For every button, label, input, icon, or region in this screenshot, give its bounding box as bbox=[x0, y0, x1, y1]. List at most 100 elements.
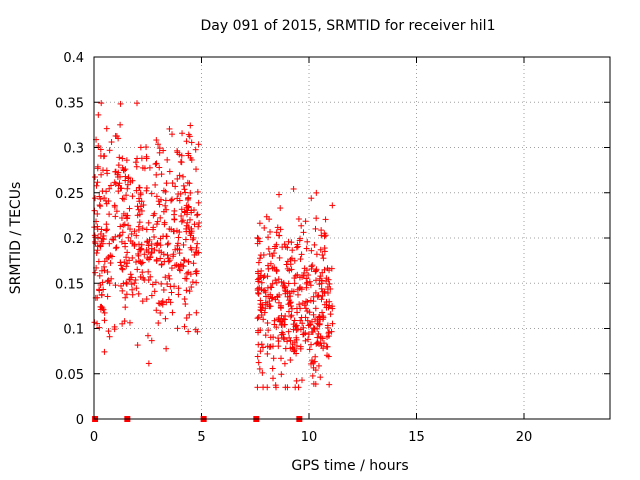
data-point bbox=[153, 137, 160, 144]
data-point bbox=[186, 228, 193, 235]
data-point bbox=[96, 272, 103, 279]
data-point bbox=[145, 360, 152, 367]
data-point bbox=[278, 278, 285, 285]
data-point bbox=[293, 377, 300, 384]
data-point bbox=[94, 247, 101, 254]
data-point bbox=[254, 240, 261, 247]
data-point bbox=[310, 364, 317, 371]
data-point bbox=[178, 212, 185, 219]
data-point bbox=[294, 309, 301, 316]
data-point bbox=[171, 262, 178, 269]
data-point bbox=[104, 226, 111, 233]
data-point bbox=[112, 282, 119, 289]
data-point bbox=[255, 327, 262, 334]
data-point bbox=[112, 245, 119, 252]
data-point bbox=[265, 245, 272, 252]
data-point bbox=[285, 328, 292, 335]
data-point bbox=[176, 151, 183, 158]
data-point bbox=[329, 202, 336, 209]
data-point bbox=[320, 255, 327, 262]
data-point bbox=[310, 311, 317, 318]
data-point bbox=[144, 332, 151, 339]
data-point bbox=[265, 234, 272, 241]
data-point bbox=[156, 201, 163, 208]
data-point bbox=[105, 277, 112, 284]
data-point bbox=[107, 252, 114, 259]
data-point bbox=[262, 299, 269, 306]
data-point bbox=[99, 235, 106, 242]
data-point bbox=[315, 362, 322, 369]
data-point bbox=[153, 221, 160, 228]
data-point bbox=[101, 348, 108, 355]
x-axis-label: GPS time / hours bbox=[291, 458, 408, 474]
data-point bbox=[186, 311, 193, 318]
data-point bbox=[327, 285, 334, 292]
data-point bbox=[98, 267, 105, 274]
data-point bbox=[291, 339, 298, 346]
data-point bbox=[103, 255, 110, 262]
data-point bbox=[163, 180, 170, 187]
data-point bbox=[138, 198, 145, 205]
data-point bbox=[191, 221, 198, 228]
data-point bbox=[178, 206, 185, 213]
data-point bbox=[307, 321, 314, 328]
data-point bbox=[180, 182, 187, 189]
data-point bbox=[180, 241, 187, 248]
data-point bbox=[184, 219, 191, 226]
data-point bbox=[156, 149, 163, 156]
data-point bbox=[300, 324, 307, 331]
data-point bbox=[193, 212, 200, 219]
data-point bbox=[193, 270, 200, 277]
data-point bbox=[101, 317, 108, 324]
data-point bbox=[182, 301, 189, 308]
data-point bbox=[193, 309, 200, 316]
data-point bbox=[133, 259, 140, 266]
data-point bbox=[297, 345, 304, 352]
chart-title: Day 091 of 2015, SRMTID for receiver hil… bbox=[201, 18, 496, 34]
data-point bbox=[97, 203, 104, 210]
data-point bbox=[285, 308, 292, 315]
data-point bbox=[297, 284, 304, 291]
data-point bbox=[148, 292, 155, 299]
data-point bbox=[282, 345, 289, 352]
data-point bbox=[161, 219, 168, 226]
data-point bbox=[325, 353, 332, 360]
data-point bbox=[254, 384, 261, 391]
data-point bbox=[258, 341, 265, 348]
data-point bbox=[96, 193, 103, 200]
data-point bbox=[157, 214, 164, 221]
data-point bbox=[292, 272, 299, 279]
data-point bbox=[271, 264, 278, 271]
data-point bbox=[181, 257, 188, 264]
data-point bbox=[162, 315, 169, 322]
data-point bbox=[257, 348, 264, 355]
data-point bbox=[319, 335, 326, 342]
data-point bbox=[255, 290, 262, 297]
data-point bbox=[326, 280, 333, 287]
data-point bbox=[158, 171, 165, 178]
data-point bbox=[293, 342, 300, 349]
data-point bbox=[163, 345, 170, 352]
data-point bbox=[317, 374, 324, 381]
data-point bbox=[262, 332, 269, 339]
data-point bbox=[123, 263, 130, 270]
data-point bbox=[123, 192, 130, 199]
data-point bbox=[166, 257, 173, 264]
data-point bbox=[164, 241, 171, 248]
data-point bbox=[175, 234, 182, 241]
data-point bbox=[166, 168, 173, 175]
data-point bbox=[310, 325, 317, 332]
data-point bbox=[298, 377, 305, 384]
data-point bbox=[317, 273, 324, 280]
data-point bbox=[306, 346, 313, 353]
data-point bbox=[168, 265, 175, 272]
data-point bbox=[155, 198, 162, 205]
data-point bbox=[260, 316, 267, 323]
data-point bbox=[132, 276, 139, 283]
data-point bbox=[309, 262, 316, 269]
data-point bbox=[196, 219, 203, 226]
data-point bbox=[123, 291, 130, 298]
data-point bbox=[97, 282, 104, 289]
x-tick-label: 0 bbox=[90, 430, 98, 445]
data-point bbox=[178, 152, 185, 159]
